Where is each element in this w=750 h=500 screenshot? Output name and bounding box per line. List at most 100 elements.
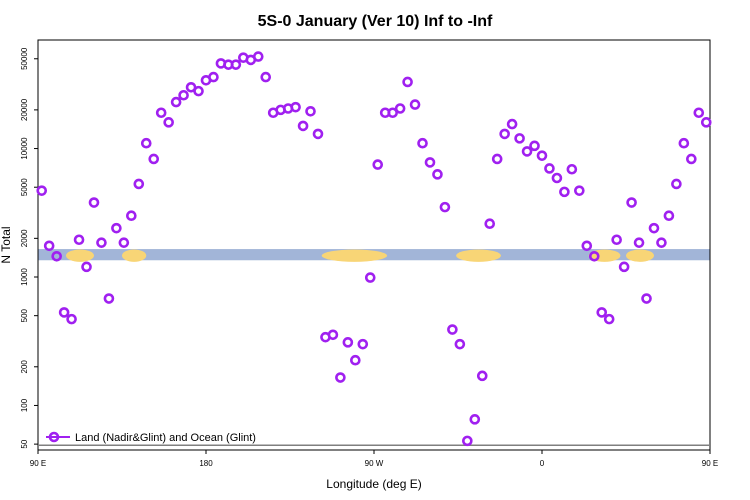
data-point — [357, 338, 369, 350]
data-point — [484, 218, 496, 230]
land-segment — [456, 249, 501, 262]
data-point — [641, 293, 652, 304]
x-tick-label: 90 E — [702, 459, 718, 468]
data-point — [648, 222, 660, 234]
data-point — [178, 89, 189, 101]
data-point — [656, 237, 667, 248]
data-point — [596, 307, 608, 318]
data-point — [155, 107, 167, 119]
data-point — [81, 261, 92, 273]
data-point — [193, 85, 204, 97]
land-band — [38, 249, 710, 262]
data-point — [73, 234, 85, 246]
data-point — [372, 159, 384, 170]
data-point — [469, 414, 481, 425]
data-point — [417, 137, 428, 149]
data-point — [424, 157, 436, 168]
y-tick-label: 2000 — [20, 229, 29, 247]
data-point — [521, 146, 533, 157]
legend-label: Land (Nadir&Glint) and Ocean (Glint) — [75, 432, 256, 444]
y-tick-label: 500 — [20, 308, 29, 322]
y-tick-label: 10000 — [20, 137, 29, 160]
data-point — [394, 103, 406, 114]
y-tick-label: 5000 — [20, 178, 29, 196]
data-point — [439, 201, 451, 213]
data-point — [208, 71, 219, 83]
data-point — [476, 370, 488, 382]
data-point — [58, 307, 70, 318]
data-point — [529, 140, 540, 152]
data-point — [432, 169, 443, 180]
land-segment — [66, 249, 94, 262]
y-tick-label: 1000 — [20, 268, 29, 286]
x-axis-ticks: 90 E 180 90 W 0 90 E — [30, 450, 718, 468]
data-point — [409, 99, 421, 110]
data-point — [51, 250, 62, 262]
data-point — [544, 163, 555, 174]
data-point — [305, 105, 316, 117]
data-point — [551, 172, 563, 184]
data-point — [506, 118, 518, 130]
data-point — [327, 329, 339, 341]
plot-frame — [37, 39, 711, 451]
x-tick-label: 0 — [540, 459, 545, 468]
data-point — [140, 137, 152, 149]
data-point — [133, 178, 145, 190]
data-point — [603, 313, 615, 325]
data-point — [618, 261, 630, 273]
data-point — [566, 163, 578, 175]
land-segment — [122, 249, 147, 262]
data-point — [588, 250, 600, 262]
y-tick-label: 20000 — [20, 98, 29, 121]
data-point — [342, 337, 354, 348]
data-point — [111, 222, 122, 234]
data-point — [454, 338, 466, 350]
y-axis-label: N Total — [0, 226, 13, 263]
data-point — [499, 128, 510, 140]
data-points — [36, 51, 712, 447]
data-point — [536, 150, 548, 161]
data-point — [335, 372, 346, 383]
data-point — [163, 117, 174, 128]
data-point — [350, 354, 361, 366]
y-tick-label: 100 — [20, 398, 29, 412]
data-point — [364, 272, 376, 283]
data-point — [96, 237, 107, 248]
legend: Land (Nadir&Glint) and Ocean (Glint) — [46, 431, 256, 444]
data-point — [491, 153, 503, 165]
x-tick-label: 90 E — [30, 459, 46, 468]
data-point — [290, 101, 301, 113]
data-point — [88, 197, 100, 208]
data-point — [462, 435, 473, 447]
data-point — [686, 153, 697, 165]
data-point — [170, 96, 182, 108]
data-point — [514, 133, 525, 144]
data-point — [678, 137, 690, 149]
land-segment — [626, 249, 654, 262]
data-point — [633, 237, 645, 248]
data-point — [447, 324, 458, 335]
data-point — [148, 153, 160, 165]
land-segment — [321, 249, 388, 262]
data-point — [126, 210, 137, 222]
data-point — [671, 178, 682, 190]
x-axis-label: Longitude (deg E) — [326, 477, 421, 491]
data-point — [252, 51, 264, 62]
data-point — [387, 107, 398, 119]
data-point — [700, 117, 712, 128]
data-point — [693, 107, 705, 119]
data-point — [118, 237, 130, 248]
y-tick-label: 50000 — [20, 47, 29, 70]
y-tick-label: 50 — [20, 439, 29, 448]
data-point — [312, 128, 324, 140]
data-point — [297, 120, 309, 132]
data-point — [43, 240, 55, 252]
data-point — [36, 185, 48, 196]
data-point — [663, 210, 675, 222]
data-point — [402, 76, 413, 88]
data-point — [103, 293, 115, 304]
x-tick-label: 90 W — [365, 459, 384, 468]
x-tick-label: 180 — [199, 459, 213, 468]
data-point — [626, 197, 637, 208]
